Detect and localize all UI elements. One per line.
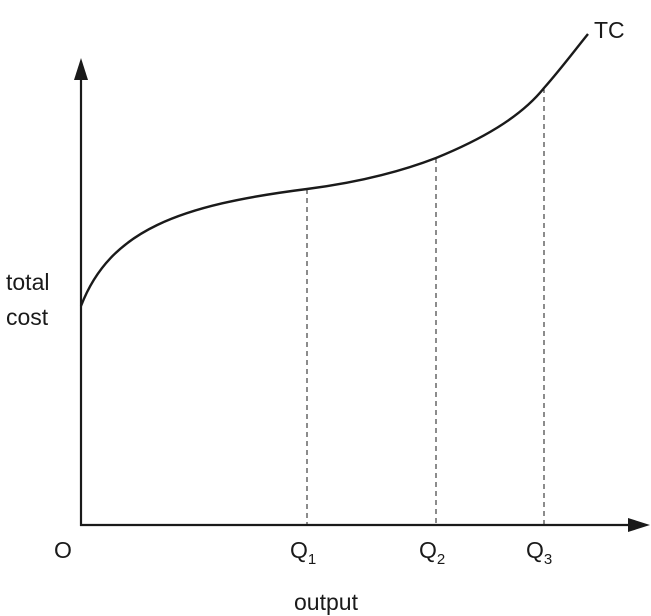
tick-label-q1: Q1	[290, 537, 316, 568]
origin-label: O	[54, 537, 72, 563]
x-axis-arrowhead	[628, 518, 650, 532]
y-axis-label-line2: cost	[6, 304, 49, 330]
tick-label-q3: Q3	[526, 537, 552, 568]
x-axis-label: output	[294, 589, 359, 615]
curve-label-tc: TC	[594, 17, 625, 43]
y-axis-label-line1: total	[6, 269, 49, 295]
y-axis-arrowhead	[74, 58, 88, 80]
total-cost-curve	[79, 33, 589, 307]
tick-label-q2: Q2	[419, 537, 445, 568]
